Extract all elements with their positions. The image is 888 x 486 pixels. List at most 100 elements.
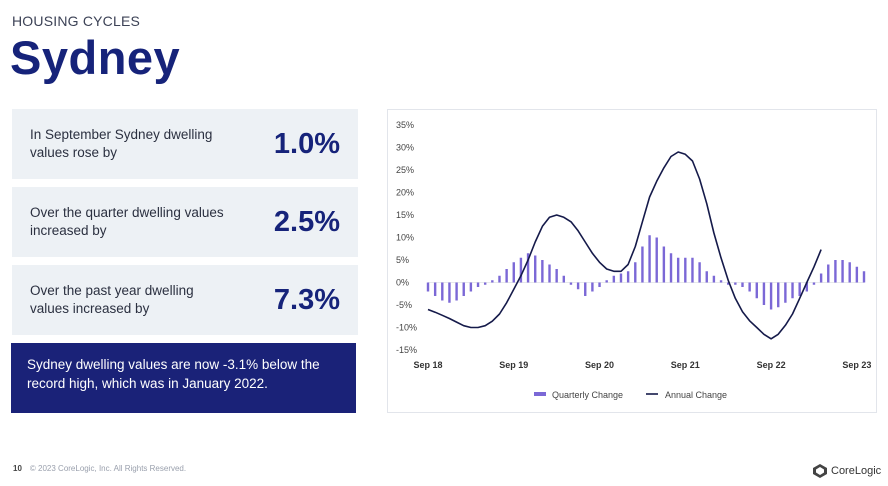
quarterly-change-bar	[662, 246, 666, 283]
quarterly-change-bar	[726, 282, 730, 285]
quarterly-change-bar	[841, 260, 844, 283]
quarterly-change-bar	[534, 255, 537, 283]
quarterly-change-bar	[827, 264, 830, 283]
quarterly-change-bar	[455, 282, 458, 301]
quarterly-change-bar	[669, 253, 673, 283]
quarterly-change-bar	[712, 275, 716, 283]
y-tick-label: 20%	[396, 188, 414, 198]
quarterly-change-bar	[834, 260, 837, 283]
quarterly-change-bar	[612, 275, 616, 283]
footer: 10 © 2023 CoreLogic, Inc. All Rights Rese…	[13, 464, 186, 473]
quarterly-change-bar	[626, 271, 630, 283]
x-tick-label: Sep 21	[671, 360, 700, 370]
section-kicker: HOUSING CYCLES	[12, 13, 141, 29]
y-tick-label: 15%	[396, 210, 414, 220]
housing-cycle-chart: 35% 30% 25% 20% 15% 10% 5% 0% -5% -10% -15% Sep 18 S…	[396, 120, 871, 400]
x-tick-label: Sep 22	[757, 360, 786, 370]
quarterly-change-bar	[576, 282, 580, 290]
quarterly-change-bar	[784, 282, 787, 303]
quarterly-change-bar	[584, 282, 587, 296]
quarterly-change-bar	[855, 266, 859, 283]
quarterly-change-bar	[598, 282, 601, 287]
quarterly-change-bar	[691, 257, 694, 283]
stat-value: 7.3%	[273, 283, 340, 316]
quarterly-change-bar	[462, 282, 465, 296]
quarterly-change-bar	[476, 282, 480, 287]
quarterly-change-bar	[641, 246, 644, 283]
y-tick-label: 10%	[396, 233, 414, 243]
quarterly-change-bar	[705, 271, 708, 283]
quarterly-change-bar	[555, 269, 558, 283]
quarterly-change-bar	[541, 260, 544, 283]
quarterly-change-bar	[791, 282, 794, 299]
x-tick-label: Sep 19	[499, 360, 528, 370]
quarterly-change-bar	[441, 282, 444, 301]
quarterly-change-bar	[426, 282, 430, 292]
quarterly-change-bar	[748, 282, 751, 292]
page-title: Sydney	[10, 31, 181, 84]
quarterly-change-bar	[684, 257, 687, 283]
corelogic-logo: CoreLogic	[812, 463, 881, 479]
quarterly-change-bar	[741, 282, 744, 287]
quarterly-change-bar	[798, 282, 801, 296]
quarterly-change-bar	[469, 282, 473, 292]
y-tick-label: 0%	[396, 278, 409, 288]
stat-card-quarter: Over the quarter dwelling values increas…	[12, 187, 358, 257]
stat-value: 2.5%	[273, 205, 340, 238]
quarterly-change-bar	[648, 235, 651, 283]
quarterly-change-bar	[448, 282, 451, 303]
stat-text: In September Sydney dwelling values rose…	[30, 127, 213, 160]
quarterly-change-bar	[655, 237, 658, 283]
quarterly-change-bar	[519, 257, 523, 283]
stat-card-year: Over the past year dwelling values incre…	[12, 265, 358, 335]
quarterly-change-bar	[698, 262, 701, 283]
quarterly-change-bar	[777, 282, 780, 308]
quarterly-change-bar	[769, 282, 773, 310]
quarterly-change-bar	[491, 280, 494, 283]
quarterly-change-bar	[526, 253, 530, 283]
y-tick-label: -15%	[396, 345, 417, 355]
legend-swatch-quarterly	[534, 392, 546, 396]
y-tick-label: 30%	[396, 143, 414, 153]
copyright-text: © 2023 CoreLogic, Inc. All Rights Reserv…	[29, 464, 187, 473]
quarterly-change-bar	[433, 282, 437, 296]
stat-card-month: In September Sydney dwelling values rose…	[12, 109, 358, 179]
quarterly-change-bar	[676, 257, 680, 283]
legend-label-quarterly: Quarterly Change	[552, 390, 623, 400]
quarterly-change-bar	[605, 280, 608, 283]
logo-text: CoreLogic	[831, 465, 882, 477]
x-tick-label: Sep 23	[842, 360, 871, 370]
quarterly-change-bar	[719, 280, 723, 283]
chart-panel: 35% 30% 25% 20% 15% 10% 5% 0% -5% -10% -15% Sep 18 S…	[387, 109, 877, 413]
x-tick-label: Sep 20	[585, 360, 614, 370]
quarterly-change-bar	[848, 262, 851, 283]
y-tick-label: 35%	[396, 120, 414, 130]
y-tick-label: -10%	[396, 323, 417, 333]
summary-banner: Sydney dwelling values are now -3.1% bel…	[11, 343, 356, 413]
quarterly-change-bar	[498, 275, 501, 283]
quarterly-change-bar	[512, 262, 515, 283]
stat-text: Over the past year dwelling values incre…	[30, 283, 194, 316]
quarterly-change-bar	[548, 264, 551, 283]
quarterly-change-bar	[862, 271, 866, 283]
y-tick-label: 5%	[396, 255, 409, 265]
quarterly-change-bar	[734, 282, 737, 285]
stat-text: Over the quarter dwelling values increas…	[30, 205, 224, 238]
quarterly-change-bar	[812, 282, 816, 285]
quarterly-change-bar	[505, 269, 508, 283]
quarterly-change-bar	[755, 282, 758, 299]
quarterly-change-bar	[805, 282, 809, 292]
quarterly-change-bar	[569, 282, 573, 285]
y-tick-label: 25%	[396, 165, 414, 175]
quarterly-change-bar	[762, 282, 766, 305]
annual-change-line	[427, 151, 822, 340]
quarterly-change-bar	[483, 282, 487, 285]
quarterly-change-bar	[819, 273, 823, 283]
quarterly-change-bar	[634, 262, 637, 283]
stat-value: 1.0%	[273, 127, 340, 160]
y-tick-label: -5%	[396, 300, 412, 310]
quarterly-change-bar	[591, 282, 594, 292]
x-tick-label: Sep 18	[413, 360, 442, 370]
quarterly-change-bar	[619, 273, 623, 283]
corelogic-logo-icon	[813, 464, 827, 478]
